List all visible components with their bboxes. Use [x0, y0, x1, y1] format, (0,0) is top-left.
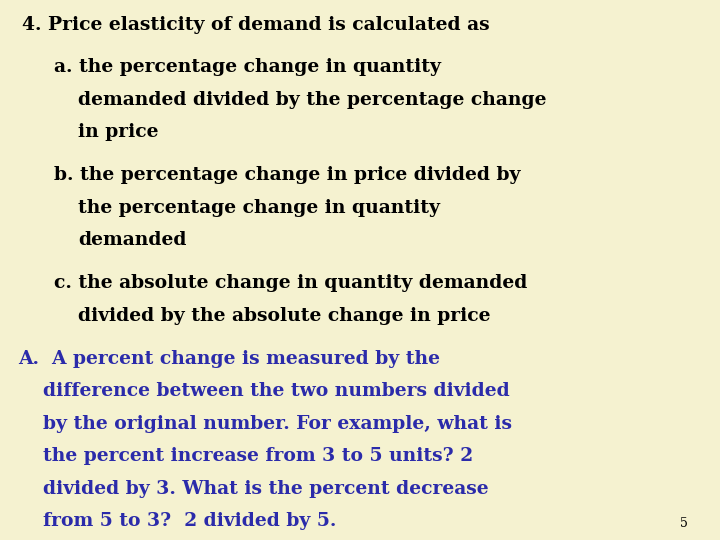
Text: divided by 3. What is the percent decrease: divided by 3. What is the percent decrea…: [43, 480, 489, 497]
Text: c. the absolute change in quantity demanded: c. the absolute change in quantity deman…: [54, 274, 527, 292]
Text: by the original number. For example, what is: by the original number. For example, wha…: [43, 415, 512, 433]
Text: the percent increase from 3 to 5 units? 2: the percent increase from 3 to 5 units? …: [43, 447, 473, 465]
Text: 4. Price elasticity of demand is calculated as: 4. Price elasticity of demand is calcula…: [22, 16, 489, 34]
Text: from 5 to 3?  2 divided by 5.: from 5 to 3? 2 divided by 5.: [43, 512, 336, 530]
Text: demanded divided by the percentage change: demanded divided by the percentage chang…: [78, 91, 546, 109]
Text: 5: 5: [680, 517, 688, 530]
Text: a. the percentage change in quantity: a. the percentage change in quantity: [54, 58, 441, 76]
Text: b. the percentage change in price divided by: b. the percentage change in price divide…: [54, 166, 521, 184]
Text: the percentage change in quantity: the percentage change in quantity: [78, 199, 440, 217]
Text: A.  A percent change is measured by the: A. A percent change is measured by the: [18, 350, 440, 368]
Text: demanded: demanded: [78, 231, 186, 249]
Text: divided by the absolute change in price: divided by the absolute change in price: [78, 307, 490, 325]
Text: difference between the two numbers divided: difference between the two numbers divid…: [43, 382, 510, 400]
Text: in price: in price: [78, 123, 158, 141]
